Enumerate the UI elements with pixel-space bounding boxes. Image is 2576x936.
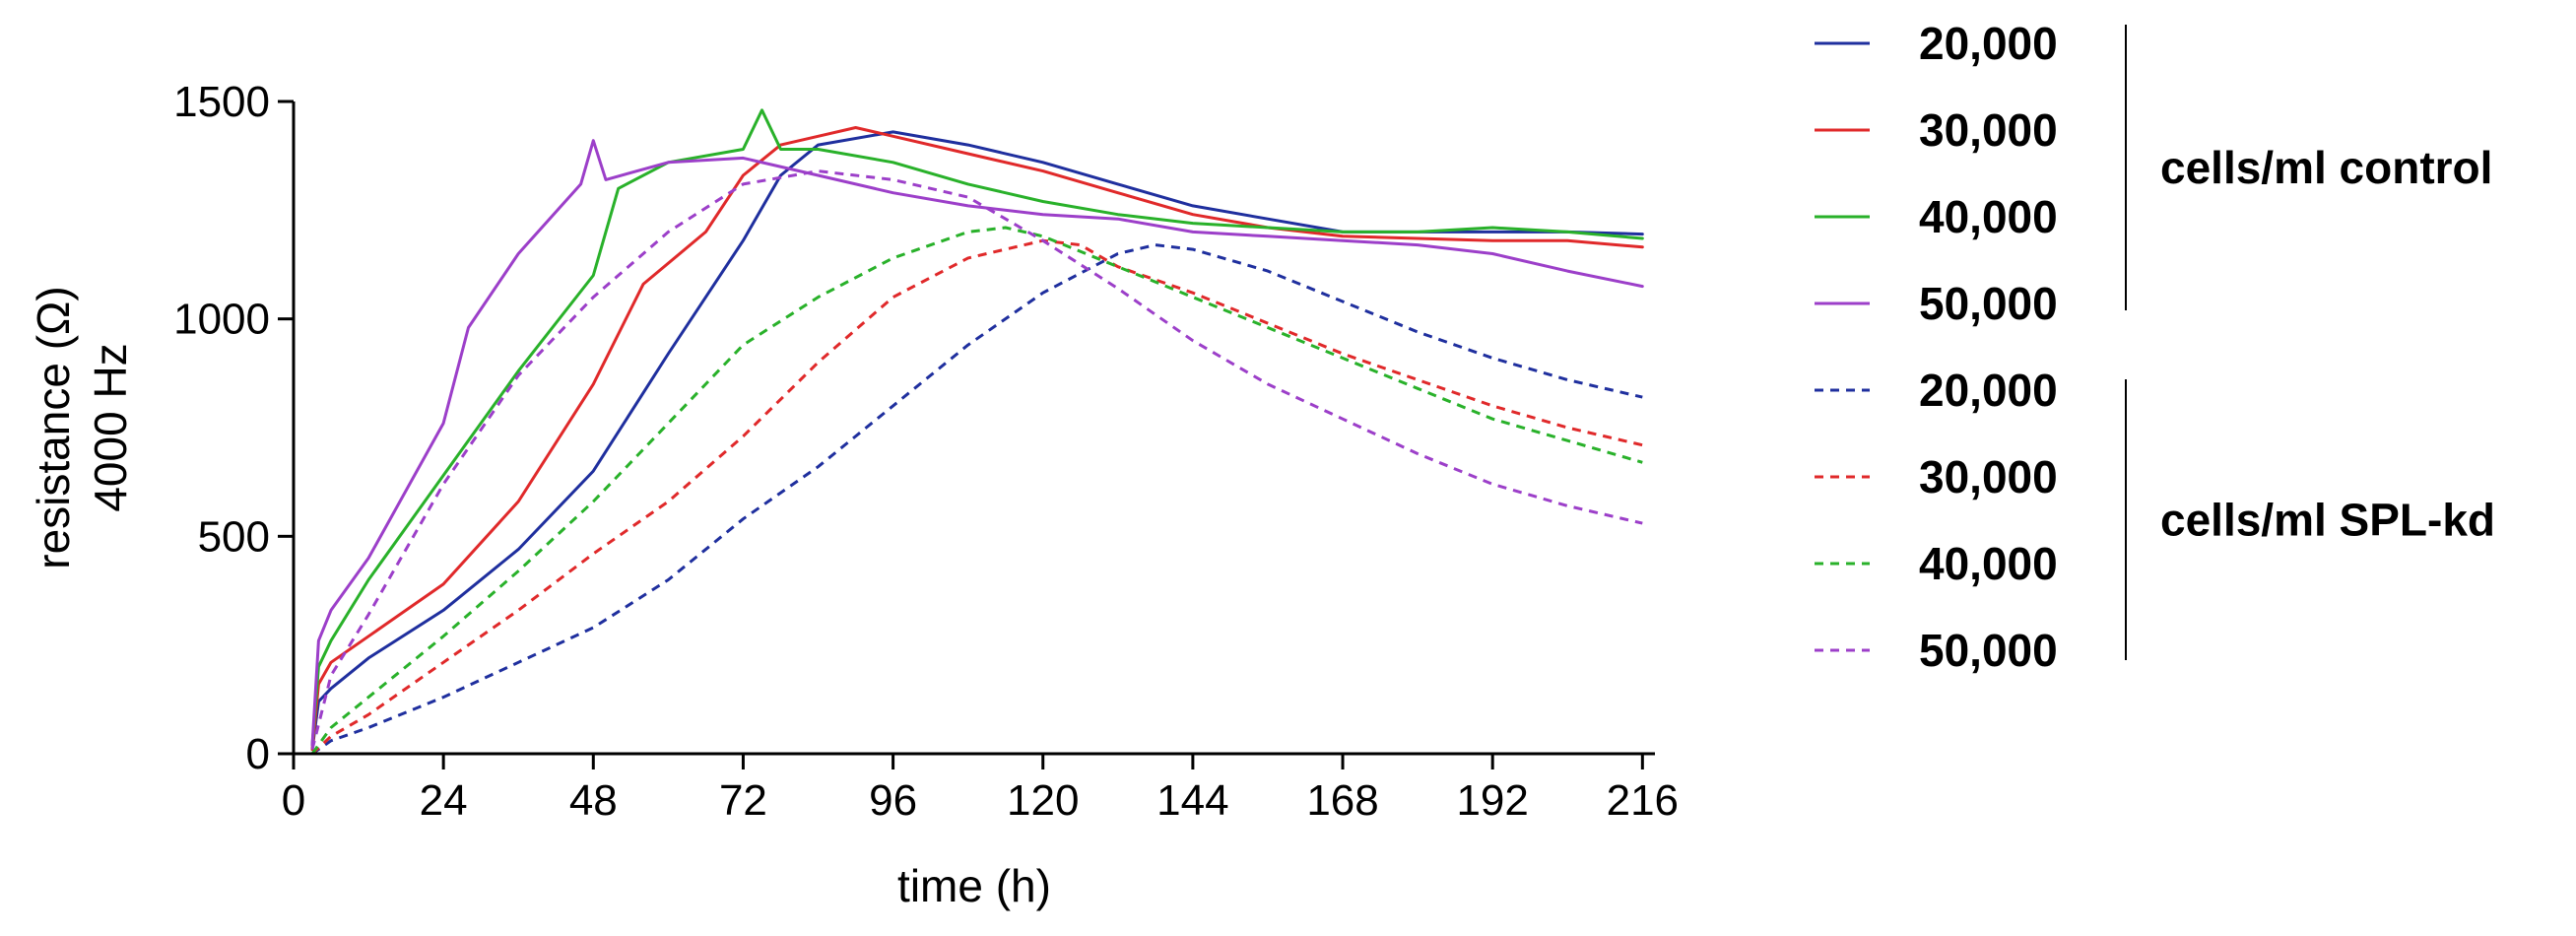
legend-label: 50,000: [1919, 625, 2058, 676]
legend-group-label: cells/ml SPL-kd: [2160, 495, 2495, 546]
x-tick-label: 24: [420, 776, 468, 825]
x-axis-label: time (h): [897, 860, 1051, 911]
legend-label: 20,000: [1919, 18, 2058, 69]
y-ticks: 0 500 1000 1500: [173, 78, 294, 778]
series-line: [310, 226, 1643, 755]
legend-label: 30,000: [1919, 451, 2058, 502]
series-line: [310, 126, 1644, 752]
legend-label: 40,000: [1919, 191, 2058, 242]
legend-label: 20,000: [1919, 365, 2058, 416]
legend-group-label: cells/ml control: [2160, 142, 2492, 193]
y-tick-label: 1500: [173, 78, 270, 126]
x-tick-label: 0: [282, 776, 305, 825]
series-line: [310, 169, 1643, 750]
legend-label: 40,000: [1919, 538, 2058, 589]
plot-lines: [310, 108, 1644, 756]
series-line: [310, 108, 1644, 747]
x-tick-label: 192: [1456, 776, 1528, 825]
x-tick-label: 144: [1156, 776, 1228, 825]
x-tick-label: 48: [569, 776, 618, 825]
legend-label: 30,000: [1919, 104, 2058, 156]
series-line: [310, 139, 1644, 747]
legend: 20,000 30,000 40,000 50,000 20,000 30,000 40,0…: [1815, 18, 2495, 676]
x-tick-label: 120: [1007, 776, 1079, 825]
y-tick-label: 500: [198, 512, 270, 561]
series-line: [311, 243, 1643, 756]
legend-label: 50,000: [1919, 278, 2058, 329]
y-axis-label: resistance (Ω) 4000 Hz: [28, 286, 136, 568]
x-tick-label: 96: [869, 776, 917, 825]
x-tick-label: 72: [719, 776, 767, 825]
x-tick-label: 168: [1306, 776, 1378, 825]
y-axis-label-line-2: 4000 Hz: [85, 343, 136, 511]
y-axis-label-line-1: resistance (Ω): [28, 286, 79, 568]
x-ticks: 0 24 48 72 96 120 144 168 192 216: [282, 754, 1679, 825]
y-tick-label: 1000: [173, 296, 270, 344]
series-line: [310, 238, 1643, 756]
x-tick-label: 216: [1607, 776, 1679, 825]
y-tick-label: 0: [246, 730, 270, 778]
series-line: [310, 130, 1644, 752]
